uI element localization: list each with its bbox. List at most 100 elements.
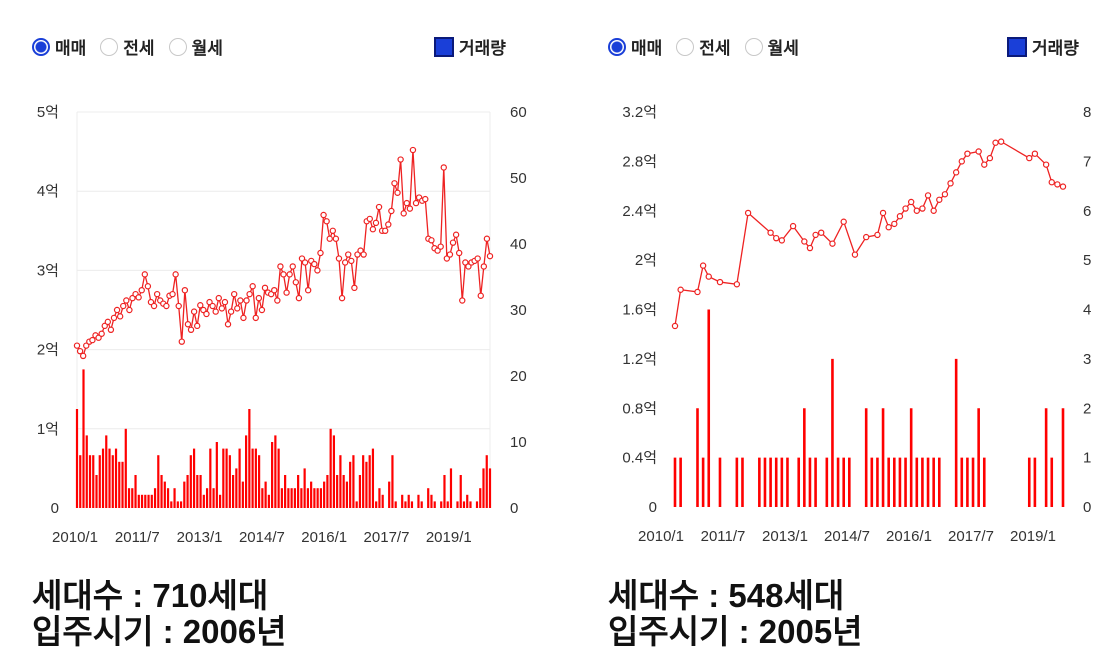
y-right-tick-label: 8 (1083, 104, 1091, 121)
price-point (443, 255, 451, 262)
price-point (261, 284, 269, 292)
price-point (1026, 154, 1033, 162)
y-left-tick-label: 0.8억 (622, 400, 657, 417)
price-point (138, 286, 145, 294)
volume-bar (79, 455, 82, 508)
volume-bar (176, 501, 179, 508)
price-point (409, 146, 417, 154)
radio-sale[interactable]: 매매 (32, 34, 86, 59)
x-tick-label: 2011/7 (115, 529, 160, 546)
price-point (789, 222, 797, 230)
volume-bar (388, 481, 391, 508)
complex-info-2: 세대수 : 548세대 입주시기 : 2005년 (608, 578, 863, 650)
volume-bar (427, 488, 430, 508)
price-point (345, 251, 352, 258)
volume-bar (209, 448, 212, 508)
radio-label: 매매 (55, 39, 87, 58)
volume-bar (108, 448, 111, 508)
volume-toggle[interactable]: 거래량 (434, 34, 506, 59)
volume-bar (915, 457, 919, 507)
radio-empty-icon (744, 37, 763, 56)
volume-bar (163, 481, 166, 508)
volume-bar (170, 501, 173, 508)
volume-bar (971, 457, 975, 507)
price-point (455, 249, 463, 257)
price-point (104, 318, 112, 326)
volume-bar (909, 408, 913, 507)
volume-bar (254, 448, 257, 508)
price-point (206, 298, 213, 306)
price-point (671, 322, 679, 330)
volume-bar (462, 501, 466, 508)
y-right-tick-label: 5 (1083, 252, 1091, 269)
volume-bar (456, 501, 459, 508)
price-point (175, 302, 182, 310)
price-point (997, 138, 1005, 145)
chart-panel-2: 매매 전세 월세 거래량 0 0.4억 0.8억 1.2억 1.6억 2억 2.4억 2.8억… (575, 0, 1120, 671)
price-point (95, 334, 102, 341)
price-line (674, 140, 1064, 327)
radio-jeonse[interactable]: 전세 (676, 34, 731, 59)
price-point (716, 278, 724, 286)
price-point (203, 310, 210, 318)
volume-bar (780, 457, 784, 507)
price-point (483, 235, 491, 242)
volume-bar (95, 475, 98, 508)
radio-monthly-rent[interactable]: 월세 (168, 34, 223, 59)
volume-bar (293, 488, 296, 508)
volume-bar (469, 501, 472, 508)
volume-bar (332, 435, 336, 508)
volume-bar (696, 408, 699, 507)
y-right-tick-label: 0 (1083, 499, 1091, 516)
volume-bar (769, 457, 772, 507)
price-point (902, 205, 909, 212)
price-point (879, 209, 887, 217)
price-point (280, 271, 287, 278)
price-point (885, 224, 892, 231)
volume-bar (319, 488, 322, 508)
price-point (169, 290, 176, 298)
x-tick-label: 2013/1 (177, 529, 223, 546)
volume-bar (1027, 457, 1031, 507)
volume-bar (342, 475, 345, 508)
price-point (227, 308, 235, 315)
trade-type-radio-group: 매매 전세 월세 (608, 34, 813, 59)
y-right-tick-label: 10 (510, 434, 527, 451)
price-point (919, 205, 926, 212)
volume-bar (241, 481, 244, 508)
volume-bar (1033, 457, 1037, 507)
radio-sale[interactable]: 매매 (608, 34, 662, 59)
price-point (1031, 150, 1039, 157)
y-left-tick-label: 2억 (37, 342, 59, 359)
price-point (462, 259, 469, 266)
price-point (1054, 181, 1061, 188)
price-point (295, 294, 303, 302)
volume-bar (966, 457, 969, 507)
volume-bar (831, 358, 834, 507)
volume-bar (345, 481, 349, 508)
price-point (391, 180, 398, 187)
price-point (141, 271, 149, 278)
radio-monthly-rent[interactable]: 월세 (744, 34, 799, 59)
volume-toggle[interactable]: 거래량 (1007, 34, 1079, 59)
volume-bar (475, 501, 479, 508)
volume-bar (808, 457, 812, 507)
y-right-tick-label: 3 (1083, 351, 1091, 368)
radio-jeonse[interactable]: 전세 (100, 34, 155, 59)
volume-bar (202, 494, 205, 508)
volume-bar (144, 494, 147, 508)
volume-bar (349, 461, 352, 508)
volume-bar (251, 448, 254, 508)
volume-bar (137, 494, 140, 508)
y-left-tick-label: 4억 (37, 183, 59, 200)
x-tick-label: 2013/1 (762, 528, 808, 545)
volume-bar (362, 455, 365, 508)
chart-panel-1: 매매 전세 월세 거래량 0 1억 2억 3억 4억 5억 0 10 20 30 40 50 60 201… (32, 34, 527, 650)
price-point (896, 213, 904, 220)
radio-selected-icon (608, 37, 626, 56)
price-point (150, 302, 158, 310)
price-point (412, 199, 420, 207)
price-point (144, 283, 152, 290)
price-point (354, 251, 361, 258)
price-point (992, 139, 999, 146)
